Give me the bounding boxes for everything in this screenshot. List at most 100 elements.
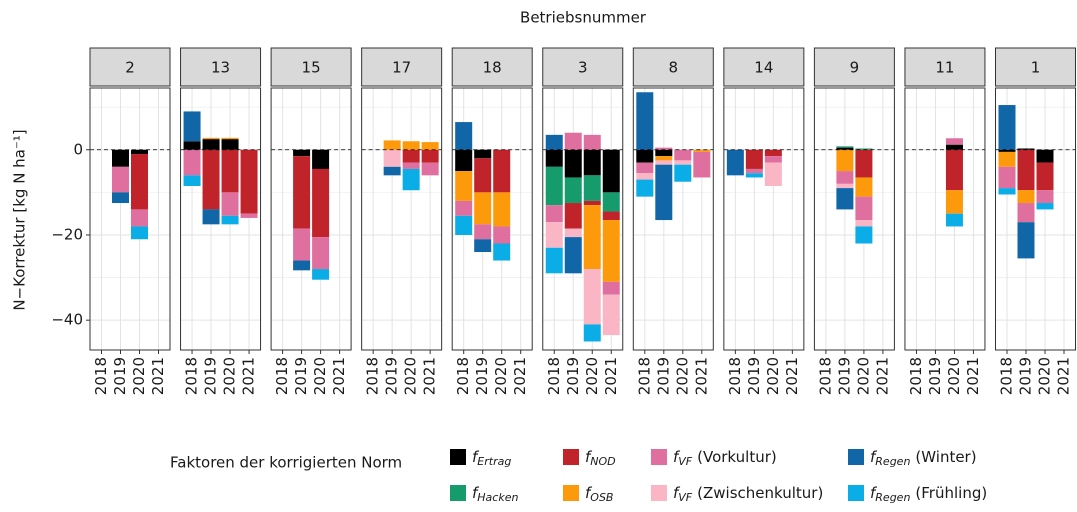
bar-segment	[636, 179, 654, 197]
bar-segment	[202, 139, 220, 150]
legend-symbol: f	[673, 448, 681, 466]
strip-label: 2	[125, 59, 135, 77]
bar-segment	[564, 228, 582, 238]
legend-label: fRegen (Winter)	[870, 448, 977, 469]
panel	[723, 88, 804, 350]
bar-segment	[545, 149, 563, 167]
bar-segment	[602, 192, 620, 212]
x-tick-label: 2018	[454, 357, 472, 395]
bar-segment	[455, 122, 473, 150]
legend-title: Faktoren der korrigierten Norm	[170, 454, 402, 472]
legend-subscript: VF	[678, 491, 693, 504]
legend-key	[563, 449, 579, 465]
bar-segment	[998, 166, 1016, 189]
bar-segment	[474, 158, 492, 193]
bar-segment	[693, 149, 711, 152]
bar-segment	[202, 149, 220, 210]
bar-segment	[564, 203, 582, 229]
bar-segment	[493, 243, 511, 261]
bar-segment	[312, 269, 330, 280]
bar-segment	[693, 151, 711, 178]
legend-key	[651, 449, 667, 465]
legend-label: fErtrag	[472, 448, 511, 469]
strip-label: 8	[669, 59, 679, 77]
bar-segment	[131, 226, 148, 240]
bar-segment	[221, 139, 239, 150]
bar-segment	[221, 192, 239, 216]
legend-subscript: OSB	[590, 491, 613, 504]
panel	[271, 88, 352, 350]
bar-segment	[836, 183, 854, 189]
legend-subscript: Regen	[875, 455, 910, 468]
legend-key	[450, 449, 466, 465]
x-tick-label: 2018	[273, 357, 291, 395]
x-tick-label: 2021	[149, 357, 167, 395]
bar-segment	[202, 209, 220, 225]
x-tick-label: 2019	[926, 357, 944, 395]
bar-segment	[474, 239, 492, 253]
legend-suffix: (Frühling)	[915, 484, 987, 502]
strip-label: 9	[850, 59, 860, 77]
bar-segment	[674, 160, 692, 165]
strip	[180, 47, 262, 87]
bar-segment	[493, 226, 511, 244]
panel	[814, 88, 895, 350]
panel	[361, 88, 442, 350]
bar-segment	[564, 149, 582, 178]
bar-segment	[764, 162, 782, 186]
x-tick-label: 2019	[564, 357, 582, 395]
bar-segment	[998, 188, 1016, 195]
bar-segment	[474, 192, 492, 225]
bar-segment	[1017, 148, 1035, 150]
bar-segment	[545, 247, 563, 274]
x-tick-label: 2020	[854, 357, 872, 395]
x-tick-label: 2021	[1055, 357, 1073, 395]
bar-segment	[455, 200, 473, 216]
bar-segment	[455, 215, 473, 235]
legend-subscript: Regen	[875, 491, 910, 504]
x-tick-label: 2019	[1017, 357, 1035, 395]
x-tick-label: 2021	[330, 357, 348, 395]
bar-segment	[474, 224, 492, 240]
x-tick-label: 2019	[202, 357, 220, 395]
bar-segment	[583, 269, 601, 325]
bar-segment	[545, 134, 563, 150]
x-tick-label: 2018	[816, 357, 834, 395]
x-tick-label: 2018	[545, 357, 563, 395]
bar-segment	[655, 149, 673, 157]
bar-segment	[402, 149, 420, 163]
strip	[632, 47, 714, 87]
bar-segment	[583, 134, 601, 150]
panel-border	[270, 87, 352, 351]
bar-segment	[583, 149, 601, 176]
bar-segment	[545, 222, 563, 248]
bar-segment	[183, 111, 201, 142]
bar-segment	[421, 162, 439, 176]
bar-segment	[636, 149, 654, 163]
strip-label: 17	[392, 59, 411, 77]
bar-segment	[421, 149, 439, 163]
bar-segment	[855, 149, 873, 178]
panel-border	[180, 87, 262, 351]
legend-symbol: f	[585, 448, 593, 466]
bar-segment	[764, 149, 782, 157]
legend-subscript: NOD	[590, 455, 615, 468]
strip-label: 18	[483, 59, 502, 77]
bar-segment	[545, 205, 563, 223]
strip	[904, 47, 986, 87]
strip-label: 1	[1031, 59, 1041, 77]
legend-suffix: (Zwischenkultur)	[697, 484, 823, 502]
chart-title: Betriebsnummer	[520, 9, 647, 27]
x-tick-label: 2020	[130, 357, 148, 395]
panel-border	[89, 87, 171, 351]
bar-segment	[636, 173, 654, 180]
bar-segment	[855, 196, 873, 221]
x-tick-label: 2021	[511, 357, 529, 395]
bar-segment	[583, 205, 601, 270]
strip	[995, 47, 1076, 87]
bar-segment	[855, 226, 873, 244]
x-tick-label: 2020	[1036, 357, 1054, 395]
panel	[90, 88, 170, 350]
bar-segment	[836, 171, 854, 184]
